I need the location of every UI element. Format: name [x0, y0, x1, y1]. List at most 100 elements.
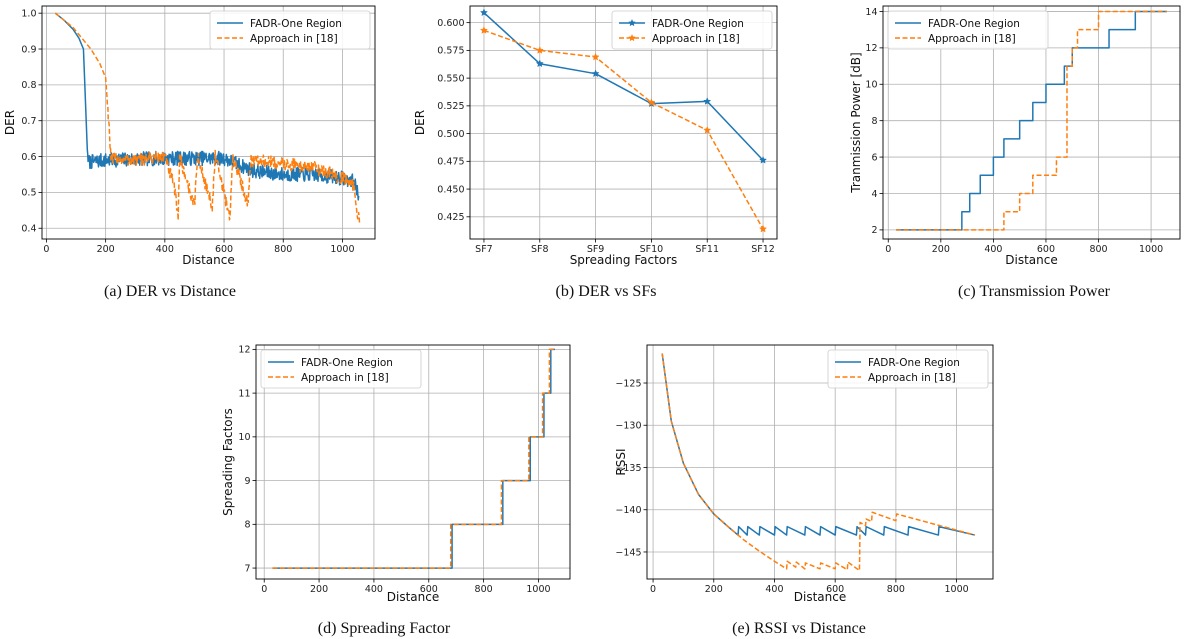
- plot-area: [661, 353, 975, 572]
- data-point-star: [591, 69, 600, 78]
- y-tick-label: 10: [865, 80, 877, 91]
- series-line-approach: [896, 10, 1167, 231]
- axes-frame: [469, 5, 778, 240]
- x-tick-label: 800: [887, 584, 905, 595]
- chart-c: 0 200 400 600 800 1000 2 4 6 8 10 12 14 Distance Tranm…: [849, 5, 1181, 300]
- y-tick-label: 0.550: [437, 73, 464, 84]
- legend-box: [611, 10, 773, 50]
- data-point-star: [591, 52, 600, 61]
- data-point-star: [703, 126, 712, 134]
- x-tick-label: 400: [365, 584, 383, 595]
- series-line-fadr: [54, 12, 360, 201]
- x-tick-label: SF12: [751, 244, 775, 255]
- legend: FADR-One Region Approach in [18]: [827, 349, 989, 389]
- data-point-star: [535, 46, 544, 54]
- x-tick-label: 600: [420, 584, 438, 595]
- legend: FADR-One Region Approach in [18]: [260, 349, 422, 389]
- data-point-star: [479, 26, 488, 34]
- y-tick-label: 0.8: [21, 80, 36, 91]
- y-tick-label: 0.9: [21, 44, 36, 55]
- y-tick-label: −135: [615, 463, 641, 474]
- y-tick-label: 11: [238, 388, 250, 399]
- figure-caption: (a) DER vs Distance: [104, 283, 236, 300]
- x-tick-label: 0: [261, 584, 267, 595]
- plot-area: [479, 8, 768, 233]
- y-axis-label: Tranmission Power [dB]: [849, 52, 863, 193]
- x-tick-label: SF10: [640, 244, 664, 255]
- x-tick-label: 1000: [1139, 244, 1163, 255]
- y-tick-label: 0.525: [437, 101, 464, 112]
- y-tick-label: 8: [244, 520, 250, 531]
- x-tick-label: 600: [826, 584, 844, 595]
- y-axis-label: Spreading Factors: [221, 408, 235, 516]
- y-tick-label: 0.4: [21, 224, 36, 235]
- series-line-approach: [483, 29, 764, 230]
- series-line-fadr: [896, 10, 1167, 231]
- y-tick-label: −140: [615, 505, 641, 516]
- plot-area: [272, 348, 555, 569]
- legend-label: Approach in [18]: [928, 33, 1016, 45]
- series-line-fadr: [272, 348, 555, 569]
- chart-e: 0 200 400 600 800 1000 −145 −140 −135 −130 −125 Dis…: [614, 344, 994, 637]
- plot-area: [54, 12, 361, 225]
- x-tick-label: 0: [885, 244, 891, 255]
- x-axis-label: Distance: [794, 590, 846, 604]
- legend-label: FADR-One Region: [250, 18, 342, 30]
- y-axis-label: RSSI: [614, 448, 628, 475]
- legend-label: Approach in [18]: [652, 33, 740, 45]
- axes-frame: [255, 344, 571, 580]
- legend: FADR-One Region Approach in [18]: [887, 10, 1049, 50]
- series-line-approach: [54, 12, 361, 225]
- y-tick-label: 7: [244, 563, 250, 574]
- x-tick-label: 200: [932, 244, 950, 255]
- y-tick-label: 0.6: [21, 152, 36, 163]
- x-tick-label: 800: [475, 584, 493, 595]
- plot-area: [896, 10, 1167, 231]
- chart-d: 0 200 400 600 800 1000 7 8 9 10 11 12 Distance Spread…: [221, 344, 571, 637]
- y-tick-label: 0.600: [437, 18, 464, 29]
- figure-caption: (d) Spreading Factor: [318, 620, 451, 637]
- legend-marker-star: [628, 18, 636, 27]
- data-point-star: [479, 8, 488, 17]
- x-tick-label: 0: [43, 244, 49, 255]
- legend-box: [887, 10, 1049, 50]
- legend-label: FADR-One Region: [868, 357, 960, 369]
- y-tick-label: 0.7: [21, 116, 36, 127]
- series-line-fadr: [483, 12, 764, 161]
- chart-b: SF7 SF8 SF9 SF10 SF11 SF12 0.425 0.450 0.475 0.50…: [413, 5, 778, 300]
- y-tick-label: 0.425: [437, 212, 464, 223]
- x-tick-label: 1000: [944, 584, 968, 595]
- x-axis-label: Distance: [1005, 253, 1057, 267]
- legend-box: [827, 349, 989, 389]
- x-tick-label: 800: [274, 244, 292, 255]
- y-tick-label: 2: [871, 225, 877, 236]
- series-line-approach: [272, 348, 555, 569]
- y-tick-label: 10: [238, 432, 250, 443]
- y-tick-label: 0.475: [437, 157, 464, 168]
- legend: FADR-One Region Approach in [18]: [209, 10, 371, 50]
- legend-box: [209, 10, 371, 50]
- y-tick-label: −145: [615, 547, 641, 558]
- x-tick-label: SF11: [695, 244, 719, 255]
- legend-label: FADR-One Region: [301, 357, 393, 369]
- y-tick-label: 1.0: [21, 8, 36, 19]
- series-line-approach: [661, 353, 975, 572]
- y-axis-label: DER: [3, 110, 17, 135]
- figure-caption: (e) RSSI vs Distance: [732, 620, 866, 637]
- data-point-star: [759, 155, 768, 164]
- y-tick-label: 0.5: [21, 188, 36, 199]
- x-tick-label: SF9: [587, 244, 605, 255]
- legend-label: Approach in [18]: [301, 372, 389, 384]
- x-axis-label: Distance: [387, 590, 439, 604]
- legend-label: Approach in [18]: [250, 33, 338, 45]
- x-tick-label: 200: [310, 584, 328, 595]
- x-tick-label: SF7: [475, 244, 493, 255]
- data-point-star: [647, 98, 656, 106]
- x-tick-label: 400: [984, 244, 1002, 255]
- chart-a: 0 200 400 600 800 1000 0.4 0.5 0.6 0.7 0.8 0.9 1.0 Di…: [3, 5, 376, 300]
- x-tick-label: SF8: [531, 244, 549, 255]
- legend: FADR-One Region Approach in [18]: [611, 10, 773, 50]
- y-axis-label: DER: [413, 110, 427, 135]
- axes-frame: [882, 5, 1181, 240]
